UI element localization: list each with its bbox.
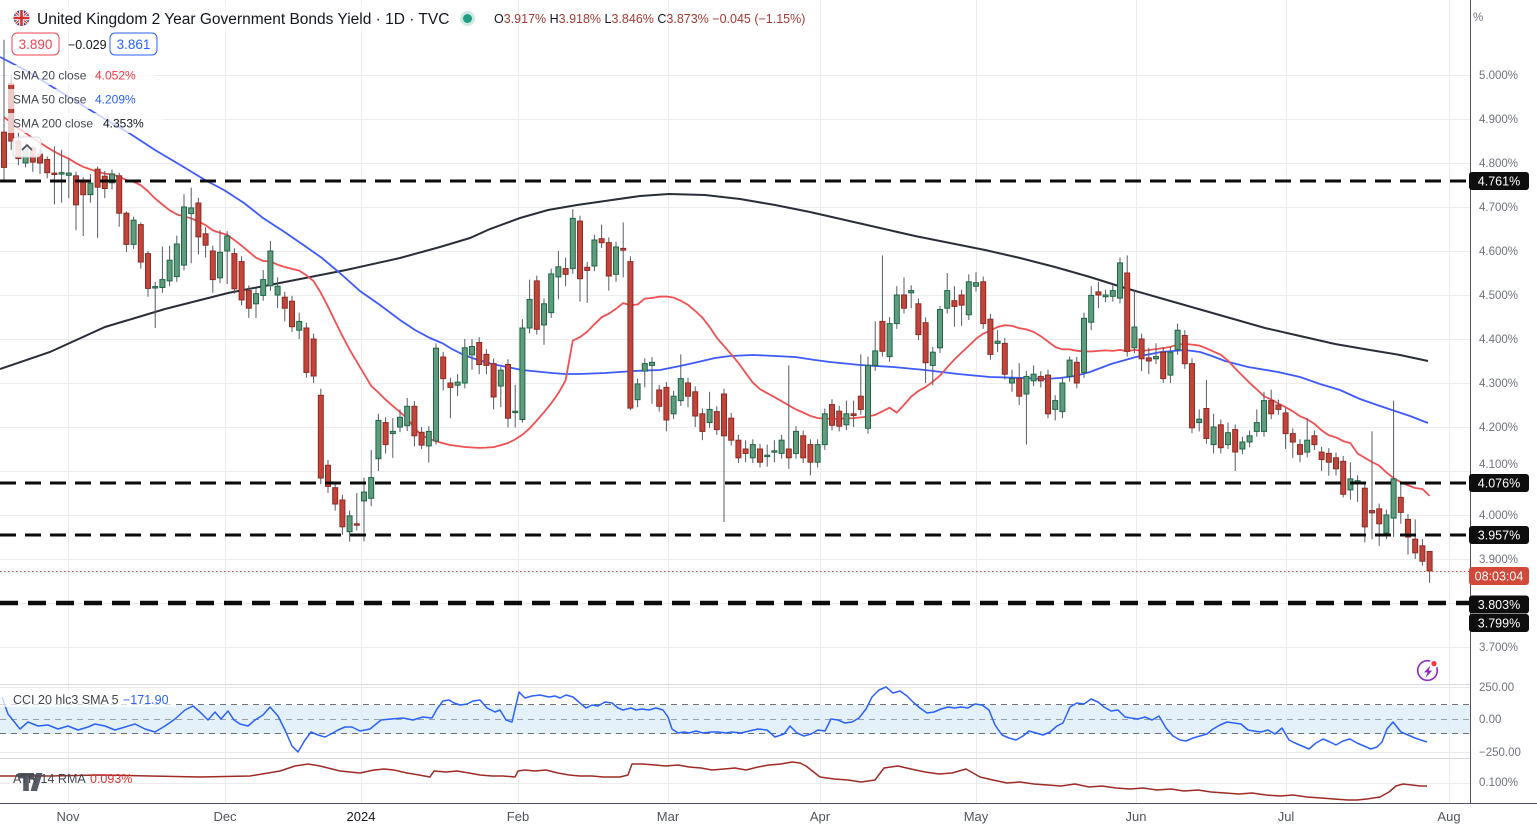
svg-text:3.803%: 3.803%: [1478, 598, 1520, 612]
svg-text:250.00: 250.00: [1479, 682, 1514, 694]
svg-text:4.000%: 4.000%: [1479, 510, 1518, 522]
svg-text:United Kingdom 2 Year Governme: United Kingdom 2 Year Government Bonds Y…: [37, 11, 449, 28]
svg-text:Feb: Feb: [507, 809, 529, 824]
svg-text:−250.00: −250.00: [1479, 747, 1521, 759]
svg-text:5.000%: 5.000%: [1479, 70, 1518, 82]
svg-text:4.200%: 4.200%: [1479, 422, 1518, 434]
svg-text:0.00: 0.00: [1479, 714, 1501, 726]
svg-text:Jul: Jul: [1278, 809, 1295, 824]
svg-text:Mar: Mar: [657, 809, 680, 824]
svg-text:4.100%: 4.100%: [1479, 459, 1518, 471]
svg-text:4.052%: 4.052%: [95, 69, 136, 83]
svg-text:08:03:04: 08:03:04: [1475, 570, 1524, 584]
svg-text:−0.029: −0.029: [68, 38, 107, 52]
svg-text:−171.90: −171.90: [123, 693, 169, 707]
svg-text:Dec: Dec: [213, 809, 237, 824]
svg-text:4.900%: 4.900%: [1479, 114, 1518, 126]
svg-text:0.093%: 0.093%: [90, 772, 132, 786]
svg-text:4.761%: 4.761%: [1478, 175, 1520, 189]
svg-text:3.957%: 3.957%: [1478, 529, 1520, 543]
svg-text:4.076%: 4.076%: [1478, 477, 1520, 491]
svg-text:ATR 14 RMA: ATR 14 RMA: [13, 772, 86, 786]
svg-text:%: %: [1473, 12, 1483, 24]
svg-text:Nov: Nov: [56, 809, 80, 824]
svg-text:0.100%: 0.100%: [1479, 777, 1518, 789]
svg-text:3.700%: 3.700%: [1479, 642, 1518, 654]
svg-text:Jun: Jun: [1126, 809, 1147, 824]
svg-text:SMA 20 close: SMA 20 close: [13, 69, 87, 83]
svg-text:CCI 20 hlc3 SMA 5: CCI 20 hlc3 SMA 5: [13, 693, 119, 707]
svg-text:4.700%: 4.700%: [1479, 202, 1518, 214]
svg-text:4.400%: 4.400%: [1479, 334, 1518, 346]
svg-text:Aug: Aug: [1437, 809, 1460, 824]
svg-text:4.300%: 4.300%: [1479, 378, 1518, 390]
svg-text:4.209%: 4.209%: [95, 93, 136, 107]
svg-text:Apr: Apr: [810, 809, 831, 824]
svg-text:SMA 200 close: SMA 200 close: [13, 117, 93, 131]
svg-text:4.800%: 4.800%: [1479, 158, 1518, 170]
svg-text:3.900%: 3.900%: [1479, 554, 1518, 566]
svg-text:4.353%: 4.353%: [103, 117, 144, 131]
svg-text:May: May: [964, 809, 989, 824]
svg-text:2024: 2024: [347, 809, 376, 824]
svg-text:4.600%: 4.600%: [1479, 246, 1518, 258]
svg-text:3.799%: 3.799%: [1478, 617, 1520, 631]
svg-text:SMA 50 close: SMA 50 close: [13, 93, 87, 107]
svg-text:4.500%: 4.500%: [1479, 290, 1518, 302]
svg-text:3.861: 3.861: [117, 37, 151, 52]
svg-text:O3.917% H3.918% L3.846% C3.873: O3.917% H3.918% L3.846% C3.873% −0.045 (…: [494, 12, 805, 26]
svg-text:3.890: 3.890: [19, 37, 53, 52]
